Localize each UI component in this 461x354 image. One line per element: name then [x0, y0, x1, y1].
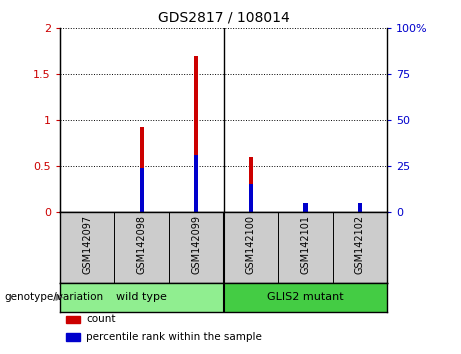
Bar — [248, 157, 253, 212]
Text: GSM142102: GSM142102 — [355, 215, 365, 274]
Bar — [358, 203, 362, 212]
Text: percentile rank within the sample: percentile rank within the sample — [86, 332, 262, 342]
Text: GSM142101: GSM142101 — [301, 215, 310, 274]
Bar — [303, 203, 307, 212]
Bar — [358, 203, 362, 212]
Text: GSM142099: GSM142099 — [191, 215, 201, 274]
Text: GSM142100: GSM142100 — [246, 215, 256, 274]
Text: GLIS2 mutant: GLIS2 mutant — [267, 292, 344, 302]
Bar — [140, 168, 144, 212]
Text: count: count — [86, 314, 116, 325]
Text: wild type: wild type — [116, 292, 167, 302]
Text: genotype/variation: genotype/variation — [5, 292, 104, 302]
Bar — [224, 283, 387, 312]
Bar — [303, 203, 307, 212]
Bar — [66, 333, 80, 341]
Text: GSM142098: GSM142098 — [137, 215, 147, 274]
Bar — [60, 283, 224, 312]
Bar — [248, 184, 253, 212]
Text: GSM142097: GSM142097 — [82, 215, 92, 274]
Bar — [66, 316, 80, 323]
Title: GDS2817 / 108014: GDS2817 / 108014 — [158, 10, 290, 24]
Bar — [194, 155, 199, 212]
Bar — [194, 56, 199, 212]
Bar — [140, 127, 144, 212]
